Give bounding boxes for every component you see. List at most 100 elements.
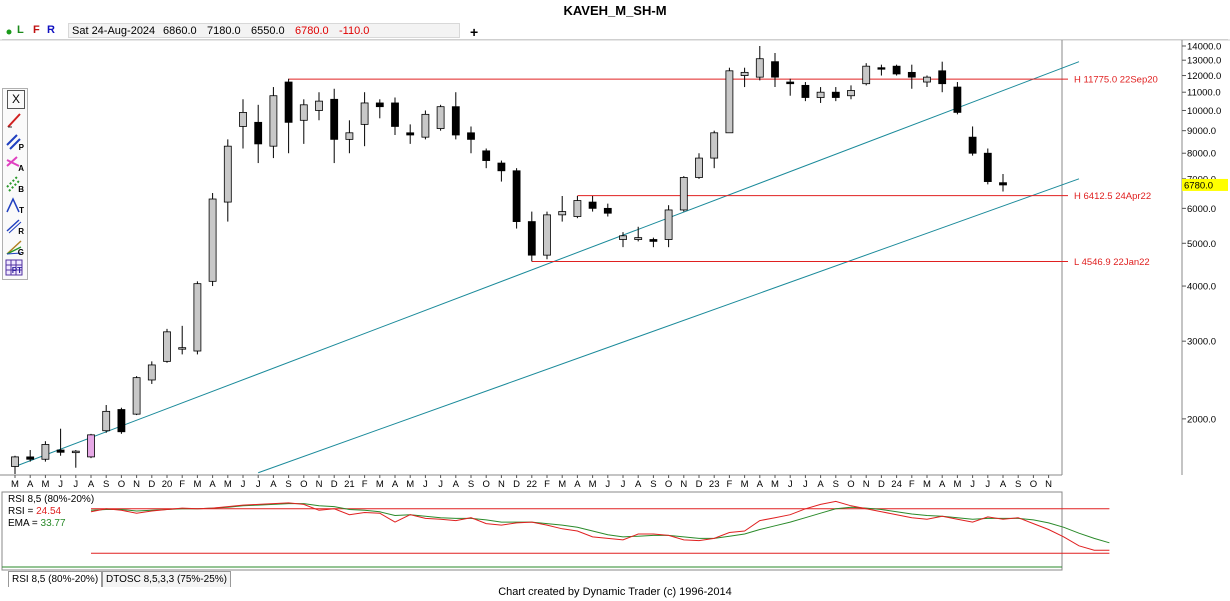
indicator-f-toggle[interactable]: F: [33, 24, 40, 36]
candle-body: [786, 81, 795, 85]
x-tick-label: F: [909, 479, 915, 490]
y-tick-label: 4000.0: [1187, 282, 1216, 293]
x-tick-label: 21: [344, 479, 355, 490]
x-tick-label: O: [847, 479, 854, 490]
x-tick-label: F: [362, 479, 368, 490]
fan-tool-icon[interactable]: G: [5, 238, 25, 257]
x-tick-label: O: [665, 479, 672, 490]
x-tick-label: O: [1030, 479, 1037, 490]
x-tick-label: J: [73, 479, 78, 490]
x-tick-label: D: [878, 479, 885, 490]
ema-line: [90, 503, 1110, 544]
bar-low: 6550.0: [251, 25, 285, 37]
candle-body: [907, 71, 916, 78]
triangle-tool-icon[interactable]: T: [5, 196, 25, 215]
indicator-r-toggle[interactable]: R: [47, 24, 55, 36]
x-tick-label: J: [621, 479, 626, 490]
retracement-tool-icon[interactable]: R: [5, 217, 25, 236]
indicator-l-toggle[interactable]: L: [17, 24, 24, 36]
trend-line: [14, 61, 1080, 467]
candle-body: [649, 239, 658, 242]
parallel-lines-icon[interactable]: P: [5, 133, 25, 152]
parallel-tool-label: P: [18, 143, 24, 152]
rsi-legend: RSI 8,5 (80%-20%) RSI = 24.54 EMA = 33.7…: [8, 494, 94, 530]
ema-value: 33.77: [40, 518, 66, 529]
rsi-value-label: RSI =: [8, 506, 37, 517]
triangle-tool-label: T: [19, 206, 24, 215]
candle-body: [923, 76, 931, 83]
x-tick-label: M: [953, 479, 961, 490]
x-tick-label: S: [285, 479, 291, 490]
candle-body: [56, 449, 65, 453]
x-tick-label: A: [757, 479, 764, 490]
x-tick-label: A: [635, 479, 642, 490]
x-tick-label: M: [193, 479, 201, 490]
last-price-label: 6780.0: [1184, 180, 1213, 191]
footer-credit: Chart created by Dynamic Trader (c) 1996…: [498, 586, 732, 598]
x-tick-label: A: [27, 479, 34, 490]
candle-body: [178, 347, 187, 350]
candle-body: [421, 113, 430, 138]
x-tick-label: J: [605, 479, 610, 490]
x-tick-label: D: [148, 479, 155, 490]
candle-body: [239, 112, 247, 127]
bar-open: 6860.0: [163, 25, 197, 37]
candle-body: [299, 104, 308, 121]
y-tick-label: 9000.0: [1187, 126, 1216, 137]
candle-body: [360, 102, 369, 125]
green-tool-label: B: [18, 185, 24, 194]
x-tick-label: F: [179, 479, 185, 490]
candle-body: [771, 61, 779, 78]
line-tool-icon[interactable]: [5, 111, 25, 130]
x-tick-label: A: [88, 479, 95, 490]
candle-body: [147, 364, 156, 381]
pt-grid-icon[interactable]: PT: [5, 259, 25, 278]
pink-lines-icon[interactable]: A: [5, 154, 25, 173]
candle-body: [497, 162, 506, 172]
candle-body: [543, 214, 551, 256]
x-tick-label: M: [11, 479, 19, 490]
tab-rsi[interactable]: RSI 8,5 (80%-20%): [8, 571, 103, 587]
x-tick-label: J: [423, 479, 428, 490]
x-tick-label: F: [726, 479, 732, 490]
x-tick-label: N: [680, 479, 687, 490]
candle-body: [406, 132, 415, 136]
candle-body: [163, 331, 171, 362]
y-tick-label: 3000.0: [1187, 337, 1216, 348]
level-label: H 11775.0 22Sep20: [1074, 75, 1158, 86]
x-tick-label: J: [788, 479, 793, 490]
x-tick-label: A: [817, 479, 824, 490]
x-tick-label: A: [1000, 479, 1007, 490]
candle-body: [345, 132, 354, 140]
toolbar-close-button[interactable]: X: [7, 90, 25, 109]
bar-change: -110.0: [339, 25, 370, 37]
candle-body: [862, 65, 871, 85]
candle-body: [801, 84, 810, 98]
rsi-panel-border: [1, 491, 1063, 571]
x-tick-label: S: [468, 479, 474, 490]
x-tick-label: N: [498, 479, 505, 490]
green-dotted-lines-icon[interactable]: B: [5, 175, 25, 194]
status-dot-icon: [6, 26, 12, 38]
candle-body: [573, 200, 582, 217]
candle-body: [11, 456, 19, 467]
plus-icon[interactable]: +: [470, 24, 479, 40]
x-tick-label: S: [103, 479, 109, 490]
candle-body: [968, 136, 977, 154]
tab-dtosc[interactable]: DTOSC 8,5,3,3 (75%-25%): [102, 571, 231, 587]
candle-body: [512, 170, 521, 222]
candle-body: [755, 58, 764, 78]
candle-body: [999, 182, 1007, 186]
bar-date: Sat 24-Aug-2024: [72, 25, 156, 37]
pt-tool-label: PT: [11, 266, 22, 275]
x-tick-label: A: [392, 479, 399, 490]
bar-high: 7180.0: [207, 25, 241, 37]
x-tick-label: J: [970, 479, 975, 490]
candle-body: [695, 157, 703, 178]
candle-body: [482, 150, 491, 161]
x-tick-label: N: [863, 479, 870, 490]
ema-value-label: EMA =: [8, 518, 41, 529]
candle-body: [725, 70, 734, 134]
retracement-tool-label: R: [18, 227, 24, 236]
